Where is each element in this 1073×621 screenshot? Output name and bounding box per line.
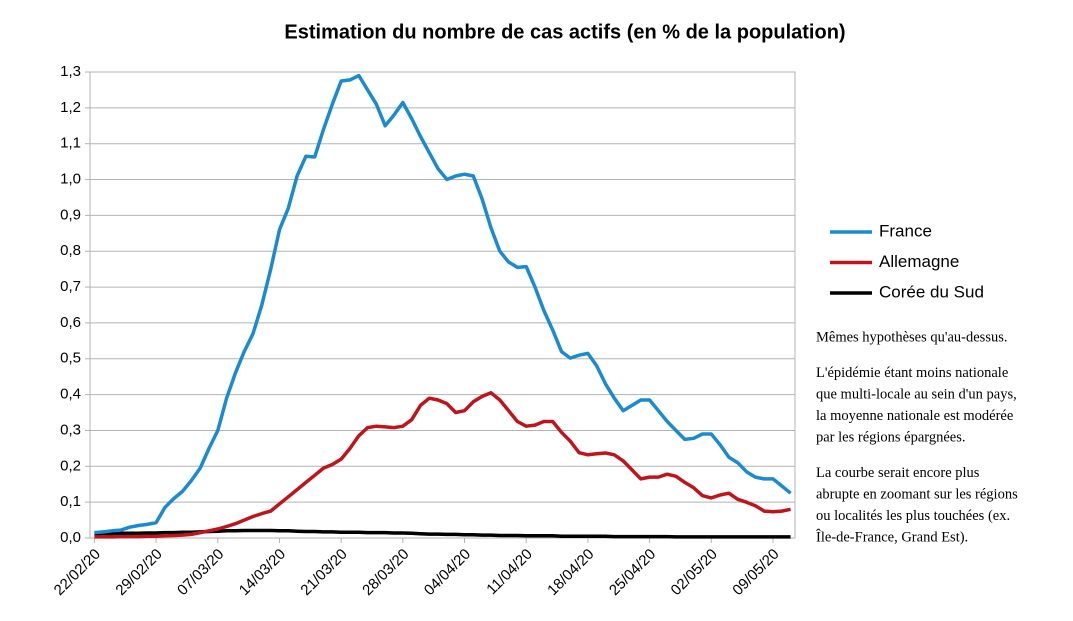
series-line [94,391,791,539]
y-tick-label: 0,4 [60,386,81,403]
annotation: que multi-locale au sein d'un pays, [816,386,1017,402]
legend-label: France [879,221,932,240]
y-tick-label: 0,1 [60,493,81,510]
y-tick-label: 0,7 [60,278,81,295]
y-tick-label: 0,9 [60,206,81,223]
legend-label: Corée du Sud [879,282,984,301]
annotation: par les régions épargnées. [816,429,966,445]
y-tick-label: 1,1 [60,135,81,152]
y-tick-label: 0,8 [60,242,81,259]
annotation: L'épidémie étant moins nationale [816,365,1008,381]
annotation: La courbe serait encore plus [816,465,980,481]
annotation: abrupte en zoomant sur les régions [816,486,1018,502]
plot-frame [89,71,796,539]
y-tick-label: 0,6 [60,314,81,331]
y-tick-label: 0,2 [60,457,81,474]
annotation: la moyenne nationale est modérée [816,408,1013,424]
annotation: Mêmes hypothèses qu'au-dessus. [816,329,1008,345]
y-tick-label: 1,0 [60,171,81,188]
chart-title: Estimation du nombre de cas actifs (en %… [284,21,845,43]
annotation: Île-de-France, Grand Est). [816,528,968,545]
series-line [94,73,792,535]
y-tick-label: 0,5 [60,350,81,367]
y-tick-label: 0,3 [60,421,81,438]
y-tick-label: 1,2 [60,99,81,116]
y-tick-label: 1,3 [60,63,81,80]
y-tick-label: 0,0 [60,529,81,546]
legend-label: Allemagne [879,252,959,271]
annotation: ou localités les plus touchées (ex. [816,508,1010,524]
